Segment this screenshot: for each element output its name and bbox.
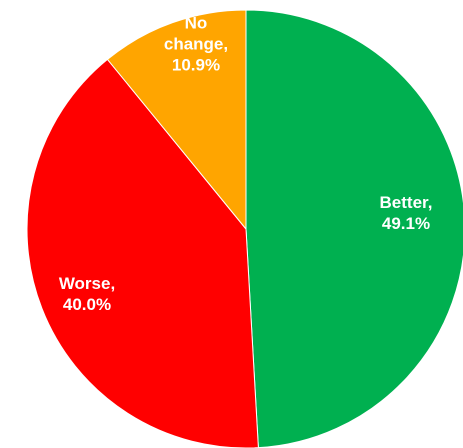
pie-slice-better [245,9,463,448]
pie-slices [26,9,463,448]
pie-slice-worse [26,58,259,448]
pie-label-worse: Worse, 40.0% [59,274,115,314]
pie-labels: Better, 49.1% Worse, 40.0% No change, 10.9% [59,13,433,314]
pie-label-better: Better, 49.1% [380,193,433,233]
pie-label-no-change: No change, 10.9% [164,13,228,74]
pie-slice-no-change [106,9,247,231]
